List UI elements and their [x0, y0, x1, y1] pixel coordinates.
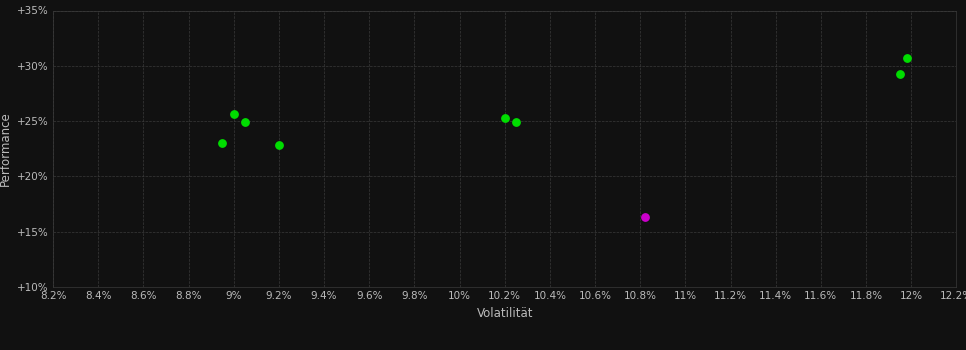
Point [637, 215, 652, 220]
Point [893, 71, 908, 76]
Point [899, 55, 915, 60]
Point [214, 140, 230, 146]
Point [238, 119, 253, 125]
Point [226, 112, 242, 117]
Y-axis label: Performance: Performance [0, 111, 12, 186]
Point [497, 115, 512, 121]
Point [271, 143, 287, 148]
X-axis label: Volatilität: Volatilität [476, 307, 533, 320]
Point [508, 119, 524, 125]
